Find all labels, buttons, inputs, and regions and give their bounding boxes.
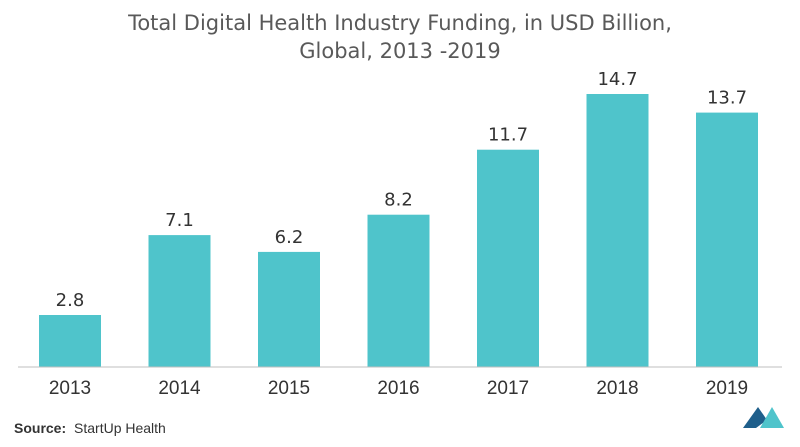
x-tick-label-2017: 2017: [487, 378, 529, 399]
source-note: Source: StartUp Health: [14, 420, 166, 436]
logo-right-shape: [760, 407, 784, 428]
x-tick-label-2015: 2015: [268, 378, 310, 399]
bar-2017: [477, 149, 539, 367]
chart-title-line-1: Total Digital Health Industry Funding, i…: [127, 11, 672, 35]
data-label-2013: 2.8: [56, 290, 85, 311]
logo-left-shape: [743, 407, 767, 428]
x-tick-labels-group: 2013 2014 2015 2016 2017 2018 2019: [49, 378, 748, 399]
bar-2013: [39, 315, 101, 367]
bar-2016: [367, 214, 430, 367]
bars-group: [39, 94, 758, 367]
x-tick-label-2014: 2014: [158, 378, 201, 399]
chart-title-line-2: Global, 2013 -2019: [299, 39, 500, 63]
x-tick-label-2019: 2019: [706, 378, 748, 399]
source-value: StartUp Health: [74, 420, 166, 436]
data-label-2017: 11.7: [488, 125, 528, 146]
bar-2014: [148, 235, 211, 367]
data-label-2019: 13.7: [707, 88, 747, 109]
data-label-2018: 14.7: [597, 69, 637, 90]
data-label-2014: 7.1: [165, 210, 194, 231]
x-tick-label-2018: 2018: [596, 378, 638, 399]
bar-2019: [696, 112, 758, 367]
data-label-2016: 8.2: [384, 190, 413, 211]
bar-2018: [586, 94, 649, 367]
x-tick-label-2016: 2016: [377, 378, 419, 399]
bar-2015: [258, 251, 320, 367]
data-labels-group: 2.8 7.1 6.2 8.2 11.7 14.7 13.7: [56, 69, 747, 311]
brand-logo-icon: [743, 407, 784, 428]
source-label: Source:: [14, 420, 66, 436]
data-label-2015: 6.2: [275, 227, 304, 248]
x-tick-label-2013: 2013: [49, 378, 91, 399]
